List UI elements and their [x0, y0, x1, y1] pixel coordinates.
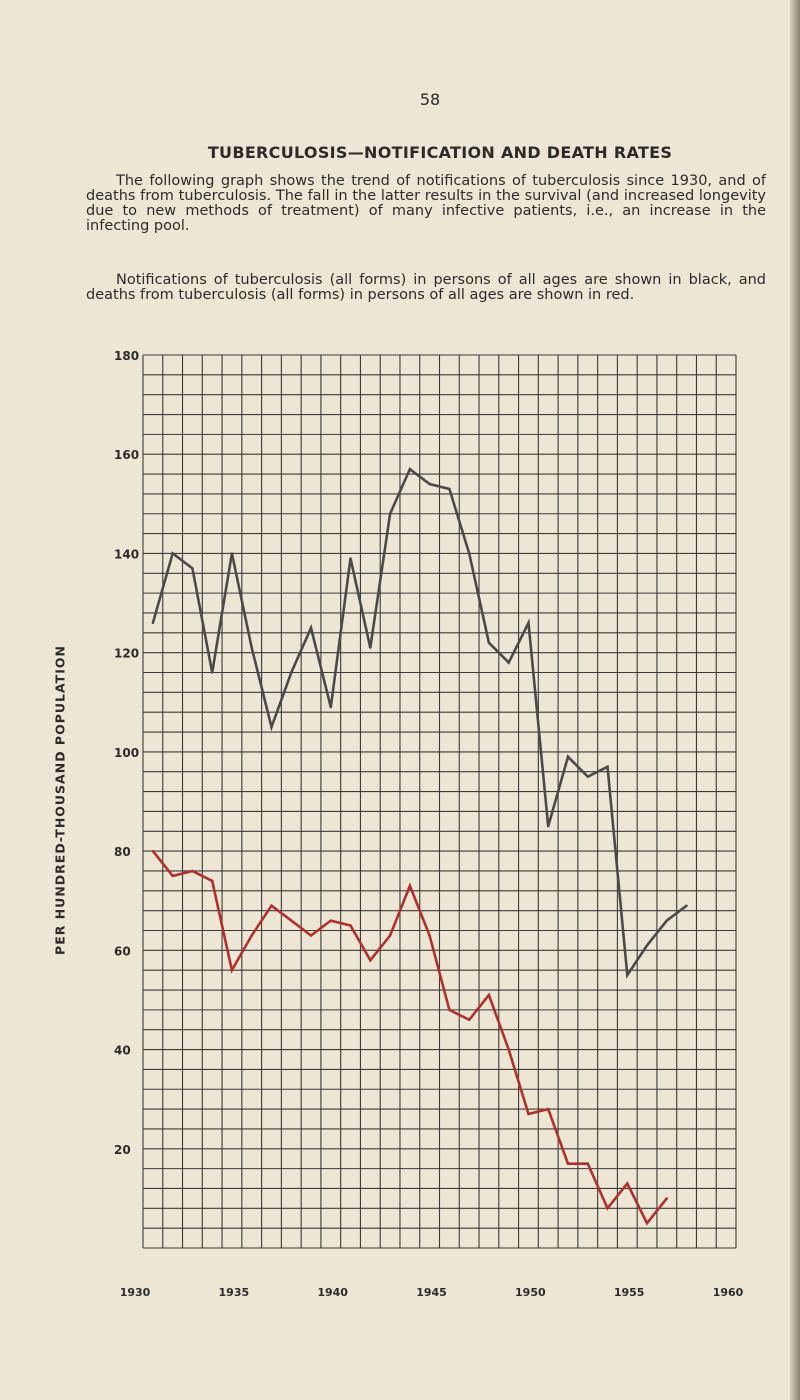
deaths-data-point: [645, 1221, 649, 1225]
y-tick-label: 140: [114, 547, 139, 561]
y-tick-label: 40: [114, 1044, 131, 1058]
y-tick-label: 160: [114, 448, 139, 462]
deaths-series-line: [151, 850, 668, 1226]
notifications-data-point: [487, 641, 491, 644]
deaths-data-point: [369, 959, 372, 962]
deaths-data-point: [171, 874, 174, 878]
deaths-data-point: [349, 924, 352, 927]
notifications-data-point: [586, 775, 589, 778]
y-tick-label: 100: [114, 746, 139, 760]
x-tick-label: 1940: [317, 1286, 348, 1299]
notifications-data-point: [329, 706, 332, 709]
notifications-data-point: [645, 944, 649, 947]
notifications-data-point: [349, 557, 352, 560]
y-tick-label: 180: [114, 349, 139, 363]
deaths-data-point: [467, 1018, 471, 1021]
deaths-data-point: [151, 849, 155, 853]
deaths-data-point: [448, 1008, 451, 1012]
notifications-data-point: [685, 904, 688, 907]
x-tick-label: 1930: [120, 1286, 151, 1299]
deaths-data-point: [606, 1207, 609, 1210]
y-tick-label: 20: [114, 1143, 131, 1157]
deaths-data-point: [586, 1162, 589, 1165]
x-tick-label: 1955: [614, 1286, 645, 1299]
notifications-data-point: [388, 512, 392, 515]
notifications-data-point: [467, 552, 471, 555]
deaths-data-point: [388, 934, 392, 937]
deaths-data-point: [309, 934, 313, 937]
deaths-data-point: [428, 934, 431, 937]
page-number: 58: [419, 90, 441, 109]
deaths-data-point: [408, 884, 412, 888]
notifications-data-point: [547, 825, 550, 828]
deaths-data-point: [487, 993, 491, 997]
deaths-data-point: [290, 919, 293, 922]
notifications-data-point: [210, 671, 214, 674]
y-tick-label: 80: [114, 845, 131, 859]
notifications-data-point: [230, 552, 234, 555]
notifications-data-point: [606, 765, 609, 768]
legend-paragraph: Notifications of tuberculosis (all forms…: [86, 272, 766, 303]
notifications-data-point: [665, 919, 669, 922]
notifications-data-point: [566, 755, 570, 759]
deaths-data-point: [665, 1197, 669, 1200]
notifications-series-line: [151, 467, 688, 979]
notifications-data-point: [408, 467, 412, 471]
notifications-data-point: [507, 661, 510, 664]
y-tick-label: 60: [114, 944, 131, 958]
notifications-data-point: [151, 621, 155, 625]
notifications-data-point: [428, 482, 431, 486]
deaths-data-point: [250, 934, 253, 937]
deaths-data-point: [507, 1048, 510, 1051]
x-tick-label: 1960: [713, 1286, 744, 1299]
x-tick-label: 1945: [416, 1286, 447, 1299]
notifications-data-point: [626, 973, 629, 977]
deaths-data-point: [270, 904, 273, 907]
deaths-data-point: [191, 869, 194, 873]
notifications-data-point: [250, 646, 253, 649]
page-heading: TUBERCULOSIS—NOTIFICATION AND DEATH RATE…: [207, 143, 673, 162]
deaths-data-point: [329, 919, 332, 922]
x-tick-label: 1950: [515, 1286, 546, 1299]
notifications-data-point: [448, 487, 451, 491]
deaths-data-point: [527, 1112, 530, 1116]
intro-paragraph: The following graph shows the trend of n…: [86, 173, 766, 234]
deaths-data-point: [566, 1162, 570, 1165]
x-tick-label: 1935: [219, 1286, 250, 1299]
deaths-data-point: [230, 968, 234, 972]
y-tick-label: 120: [114, 647, 139, 661]
notifications-data-point: [309, 626, 313, 630]
notifications-data-point: [191, 567, 194, 570]
notifications-data-point: [290, 671, 293, 674]
deaths-data-point: [547, 1107, 550, 1111]
notifications-data-point: [270, 725, 273, 729]
deaths-data-point: [210, 879, 214, 883]
page-edge: [790, 0, 800, 1400]
notifications-data-point: [527, 621, 530, 625]
notifications-data-point: [369, 646, 372, 649]
deaths-data-point: [626, 1182, 629, 1185]
notifications-data-point: [171, 552, 174, 555]
